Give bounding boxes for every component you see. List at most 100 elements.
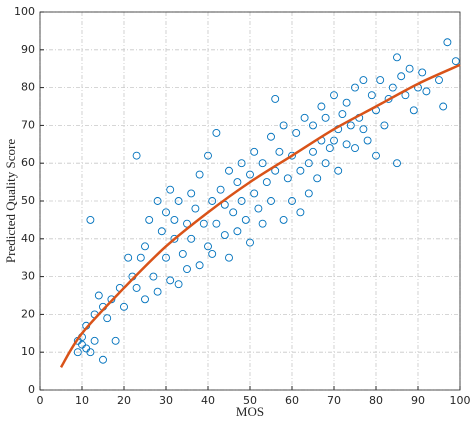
scatter-point xyxy=(237,197,246,205)
y-tick-label: 30 xyxy=(21,270,35,283)
y-tick-label: 80 xyxy=(21,81,35,94)
x-tick-label: 70 xyxy=(327,394,341,407)
y-tick-label: 60 xyxy=(21,156,35,169)
scatter-point xyxy=(292,129,301,137)
scatter-point xyxy=(111,336,120,345)
x-tick-label: 0 xyxy=(37,394,44,407)
scatter-point xyxy=(359,76,368,84)
scatter-point xyxy=(300,113,309,122)
scatter-point xyxy=(220,231,229,239)
scatter-point xyxy=(275,147,284,156)
plot-frame xyxy=(39,11,461,391)
scatter-point xyxy=(250,189,259,198)
scatter-point xyxy=(174,197,183,205)
scatter-point xyxy=(296,166,305,175)
x-tick-label: 30 xyxy=(159,394,173,407)
scatter-point xyxy=(288,151,296,160)
scatter-point xyxy=(351,144,359,153)
x-tick-label: 20 xyxy=(117,394,131,407)
scatter-point xyxy=(136,253,145,262)
scatter-point xyxy=(153,197,162,205)
scatter-point xyxy=(174,280,183,289)
scatter-point xyxy=(141,242,149,251)
scatter-point xyxy=(363,136,372,145)
scatter-point xyxy=(124,253,133,262)
scatter-point xyxy=(254,204,263,213)
scatter-point xyxy=(330,91,338,100)
scatter-point xyxy=(397,72,406,81)
scatter-point xyxy=(271,94,280,103)
fit-line xyxy=(59,63,461,368)
scatter-point xyxy=(250,147,259,156)
scatter-point xyxy=(334,166,343,175)
scatter-point xyxy=(166,185,175,194)
x-tick-label: 90 xyxy=(411,394,425,407)
scatter-point xyxy=(309,121,317,130)
scatter-point xyxy=(170,234,179,243)
scatter-point xyxy=(204,242,212,251)
scatter-point xyxy=(132,283,141,292)
scatter-point xyxy=(325,144,334,153)
scatter-point xyxy=(195,261,204,270)
scatter-point xyxy=(107,295,116,304)
scatter-point xyxy=(267,197,275,205)
scatter-point xyxy=(393,53,401,62)
scatter-point xyxy=(195,170,204,179)
scatter-point xyxy=(229,208,238,217)
scatter-point xyxy=(342,98,351,107)
scatter-point xyxy=(376,76,385,84)
x-tick-label: 10 xyxy=(75,394,89,407)
y-tick-label: 10 xyxy=(21,345,35,358)
scatter-point xyxy=(418,68,427,77)
scatter-point xyxy=(241,215,250,224)
scatter-point xyxy=(204,151,212,160)
scatter-point xyxy=(212,219,221,228)
scatter-point xyxy=(141,295,149,304)
scatter-point xyxy=(225,166,233,175)
y-tick-label: 70 xyxy=(21,118,35,131)
scatter-point xyxy=(359,125,368,134)
scatter-point xyxy=(178,249,187,258)
scatter-point xyxy=(103,314,112,323)
scatter-point xyxy=(309,147,317,156)
scatter-point xyxy=(191,204,200,213)
scatter-point xyxy=(321,159,330,168)
scatter-point xyxy=(422,87,431,96)
y-tick-label: 50 xyxy=(21,194,35,207)
scatter-point xyxy=(367,91,376,100)
scatter-point xyxy=(372,151,380,160)
y-tick-label: 20 xyxy=(21,307,35,320)
scatter-point xyxy=(120,302,128,311)
scatter-point xyxy=(187,189,196,198)
scatter-point xyxy=(233,227,242,236)
scatter-point xyxy=(451,57,460,66)
scatter-point xyxy=(317,102,326,111)
scatter-point xyxy=(351,83,359,92)
y-tick-label: 40 xyxy=(21,232,35,245)
scatter-point xyxy=(162,253,170,262)
scatter-point xyxy=(212,129,221,137)
scatter-point xyxy=(170,215,179,224)
scatter-point xyxy=(149,272,158,281)
x-tick-label: 40 xyxy=(201,394,215,407)
scatter-point xyxy=(439,102,448,111)
scatter-point xyxy=(296,208,305,217)
scatter-point xyxy=(258,219,267,228)
scatter-point xyxy=(73,348,82,357)
scatter-point xyxy=(94,291,103,300)
scatter-point xyxy=(304,159,313,168)
scatter-point xyxy=(237,159,246,168)
scatter-point xyxy=(208,197,217,205)
scatter-point xyxy=(246,170,254,179)
x-tick-label: 100 xyxy=(450,394,470,407)
scatter-point xyxy=(330,136,338,145)
y-tick-label: 100 xyxy=(14,5,35,18)
scatter-point xyxy=(288,197,296,205)
scatter-point xyxy=(313,174,322,183)
scatter-point xyxy=(166,276,175,285)
scatter-point xyxy=(262,178,271,187)
scatter-point xyxy=(342,140,351,149)
scatter-point xyxy=(321,113,330,122)
scatter-point xyxy=(86,215,95,224)
scatter-point xyxy=(132,151,141,160)
